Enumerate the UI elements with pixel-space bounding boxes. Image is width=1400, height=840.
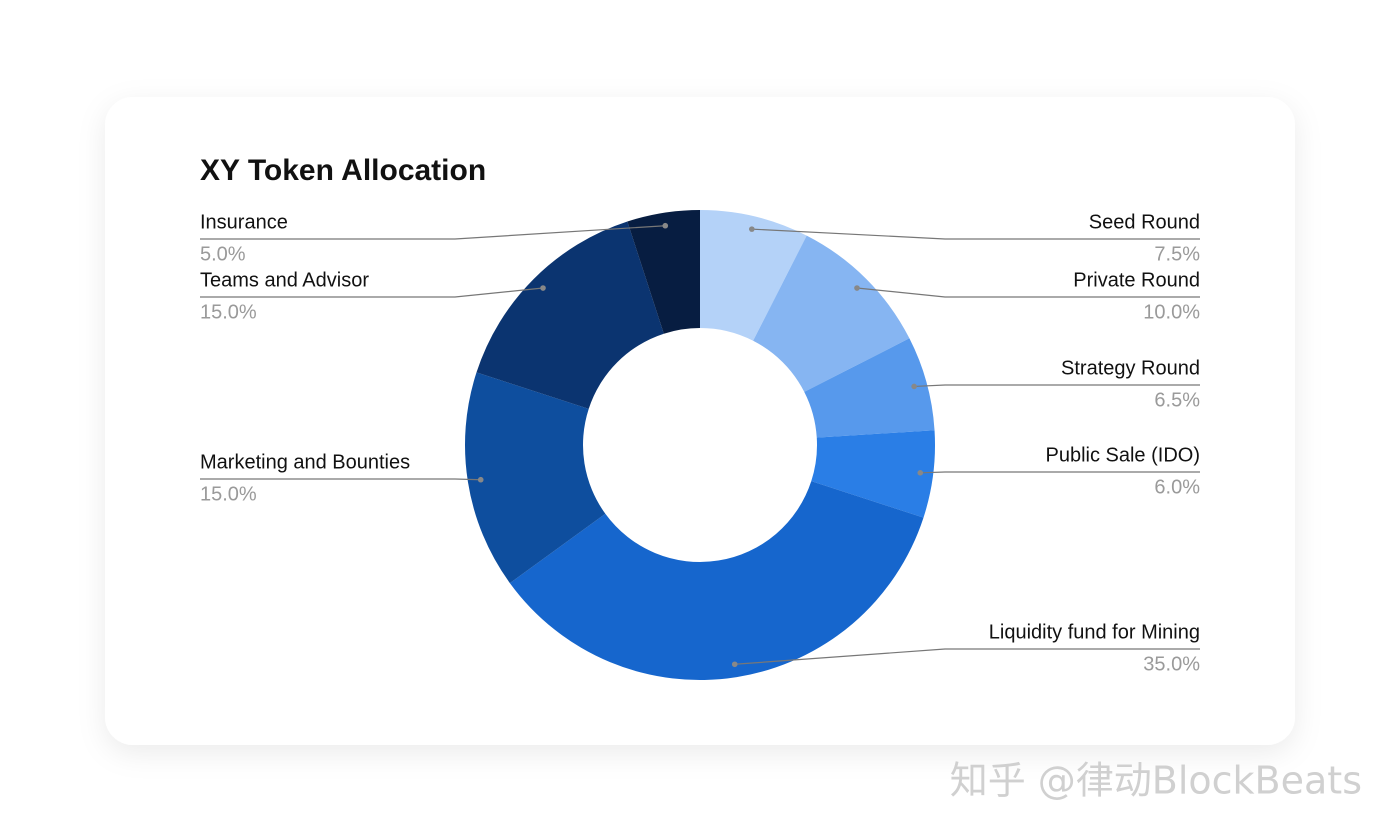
value-label: 15.0% (200, 301, 257, 323)
legend-label: Insurance (200, 211, 288, 233)
leader-dot (749, 226, 755, 232)
value-label: 6.5% (1154, 389, 1200, 411)
value-label: 6.0% (1154, 476, 1200, 498)
leader-line (914, 384, 1200, 388)
value-label: 10.0% (1143, 301, 1200, 323)
card (105, 97, 1295, 745)
leader-dot (477, 476, 484, 483)
leader-line (200, 478, 481, 481)
slice (509, 481, 924, 680)
slice (627, 210, 700, 334)
chart-title: XY Token Allocation (200, 154, 486, 187)
legend-label: Marketing and Bounties (200, 451, 410, 473)
leader-dot (854, 285, 860, 291)
legend-label: Private Round (1073, 269, 1200, 291)
leader-line (920, 471, 1200, 474)
leader-dot (540, 285, 546, 291)
value-label: 35.0% (1143, 653, 1200, 675)
slice (753, 235, 910, 392)
slice (476, 221, 664, 409)
leader-line (200, 287, 544, 298)
watermark: 知乎 @律动BlockBeats (950, 759, 1362, 803)
legend-label: Strategy Round (1061, 357, 1200, 379)
legend-label: Liquidity fund for Mining (989, 621, 1200, 643)
legend-label: Public Sale (IDO) (1046, 444, 1201, 466)
leader-dot (731, 661, 738, 668)
legend-label: Seed Round (1089, 211, 1200, 233)
leader-line (200, 225, 666, 240)
legend-label: Teams and Advisor (200, 269, 369, 291)
leader-dot (662, 222, 669, 229)
leader-dot (917, 470, 924, 476)
leader-dot (911, 383, 917, 390)
slice (465, 372, 606, 584)
leader-line (856, 287, 1200, 298)
value-label: 15.0% (200, 483, 257, 505)
value-label: 5.0% (200, 243, 246, 265)
value-label: 7.5% (1154, 243, 1200, 265)
slice (811, 430, 935, 518)
slice (804, 338, 935, 438)
leader-line (751, 228, 1200, 240)
leader-line (734, 648, 1200, 665)
slice (700, 210, 807, 341)
